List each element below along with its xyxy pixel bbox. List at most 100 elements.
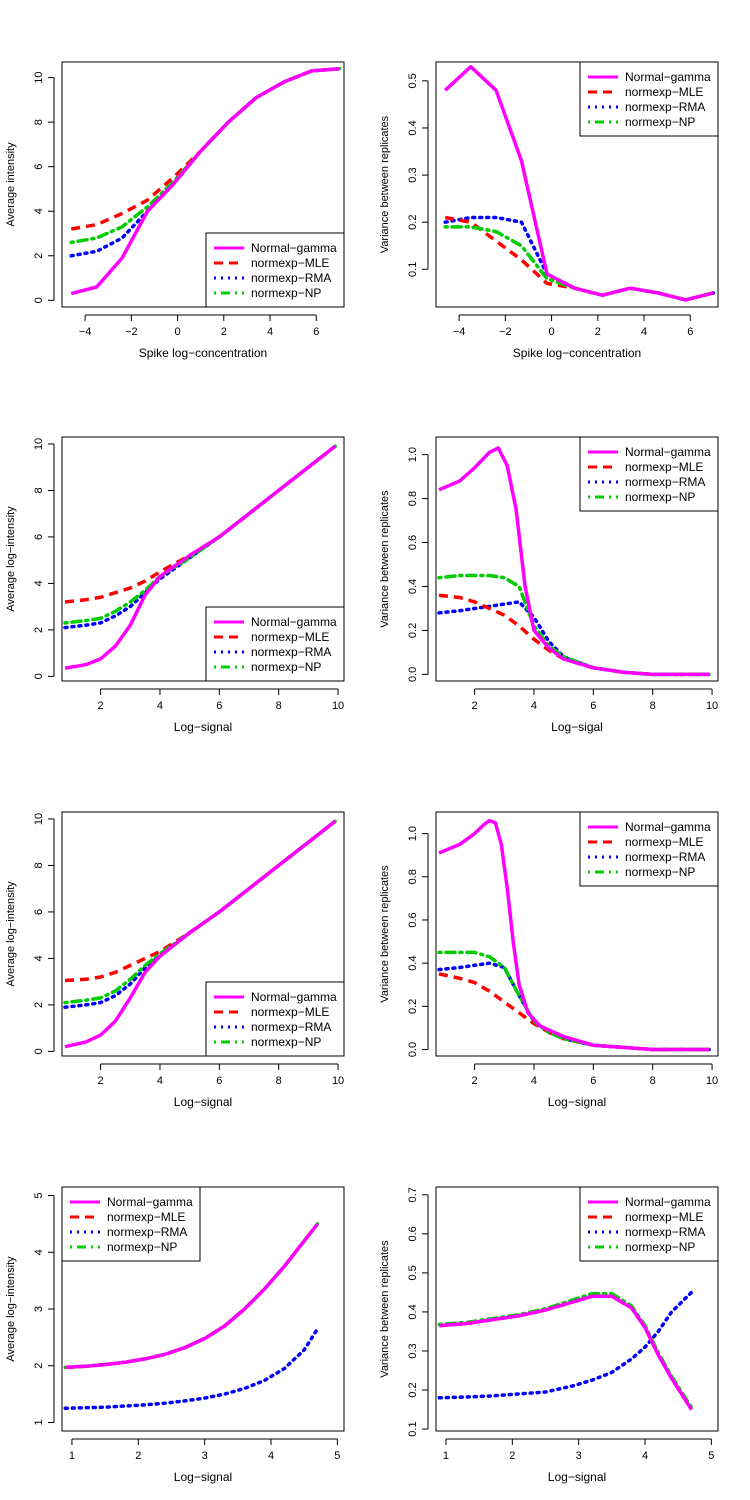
series-line-solid xyxy=(64,444,337,670)
legend: Normal−gammanormexp−MLEnormexp−RMAnormex… xyxy=(579,436,719,512)
legend: Normal−gammanormexp−MLEnormexp−RMAnormex… xyxy=(61,1186,201,1262)
x-tick-label: 6 xyxy=(313,326,319,338)
series-group xyxy=(69,66,342,296)
y-tick-label: 0.4 xyxy=(407,1304,419,1319)
legend-label: Normal−gamma xyxy=(625,445,711,459)
y-axis-title: Average log−intensity xyxy=(5,506,17,612)
y-tick-label: 6 xyxy=(33,534,45,540)
legend-label: normexp−RMA xyxy=(251,271,331,285)
legend-label: normexp−MLE xyxy=(251,256,329,270)
x-tick-label: 4 xyxy=(267,326,273,338)
x-tick-label: 5 xyxy=(708,1450,714,1462)
legend-label: normexp−NP xyxy=(251,1035,321,1049)
panel-5: 2 4 6 8 10 0 2 4 6 8 10 Log−signal Average log−inten… xyxy=(5,811,345,1109)
x-tick-label: 2 xyxy=(221,326,227,338)
y-axis: 0 2 4 6 8 10 xyxy=(33,71,55,303)
panel-1: −4 −2 0 2 4 6 0 2 4 6 8 10 Spike log−concentration Av… xyxy=(5,61,345,360)
legend-box xyxy=(579,811,719,887)
y-axis-title: Variance between replicates xyxy=(379,865,391,1003)
y-axis-title: Average log−intensity xyxy=(5,881,17,987)
y-axis-title: Variance between replicates xyxy=(379,1240,391,1378)
x-tick-label: 6 xyxy=(590,700,596,712)
series-line-dotted xyxy=(437,1290,694,1400)
legend-label: normexp−RMA xyxy=(625,475,705,489)
series-line-solid xyxy=(65,1222,319,1370)
legend-box xyxy=(205,981,345,1057)
y-tick-label: 0.4 xyxy=(407,579,419,594)
x-tick-label: 6 xyxy=(216,1075,222,1087)
legend-label: normexp−MLE xyxy=(251,1005,329,1019)
y-tick-label: 2 xyxy=(33,1363,45,1369)
x-tick-label: 2 xyxy=(135,1450,141,1462)
x-axis-title: Log−sigal xyxy=(551,720,603,734)
legend-label: normexp−NP xyxy=(625,490,695,504)
panel-2: −4 −2 0 2 4 6 0.1 0.2 0.3 0.4 0.5 Spike log−concent… xyxy=(379,61,719,360)
series-line-solid xyxy=(438,446,710,677)
panel-4: 2 4 6 8 10 0.0 0.2 0.4 0.6 0.8 1.0 Log−sigal Varianc… xyxy=(379,436,719,734)
legend: Normal−gammanormexp−MLEnormexp−RMAnormex… xyxy=(205,606,345,682)
series-line-dotdash xyxy=(63,444,337,625)
x-axis-title: Log−signal xyxy=(174,1470,232,1484)
series-group xyxy=(437,446,711,677)
plot-frame xyxy=(61,436,345,682)
y-tick-label: 8 xyxy=(33,487,45,493)
x-tick-label: −4 xyxy=(79,326,92,338)
series-line-dotdash xyxy=(63,819,337,1005)
legend-label: normexp−NP xyxy=(107,1240,177,1254)
plot-frame xyxy=(61,61,345,308)
legend-label: Normal−gamma xyxy=(251,241,337,255)
series-line-dashed xyxy=(439,1294,693,1411)
y-tick-label: 0 xyxy=(33,1048,45,1054)
x-tick-label: 4 xyxy=(642,1450,648,1462)
x-tick-label: 4 xyxy=(157,700,163,712)
y-tick-label: 1 xyxy=(33,1419,45,1425)
y-tick-label: 0.0 xyxy=(407,667,419,682)
series-line-solid xyxy=(439,1294,693,1411)
x-axis-title: Spike log−concentration xyxy=(139,346,267,360)
y-tick-label: 2 xyxy=(33,1002,45,1008)
series-line-dashed xyxy=(64,444,337,604)
legend-label: normexp−NP xyxy=(251,660,321,674)
y-tick-label: 8 xyxy=(33,862,45,868)
x-tick-label: 1 xyxy=(69,1450,75,1462)
x-tick-label: −4 xyxy=(453,326,466,338)
x-tick-label: 2 xyxy=(98,1075,104,1087)
y-axis-title: Average log−intensity xyxy=(5,1256,17,1362)
legend-label: normexp−NP xyxy=(625,865,695,879)
x-axis-title: Spike log−concentration xyxy=(513,346,641,360)
x-tick-label: 3 xyxy=(576,1450,582,1462)
x-tick-label: 4 xyxy=(531,1075,537,1087)
series-group xyxy=(437,818,711,1052)
y-axis-title: Variance between replicates xyxy=(379,115,391,253)
legend-label: normexp−MLE xyxy=(107,1210,185,1224)
series-line-dashed xyxy=(64,819,337,983)
panel-3: 2 4 6 8 10 0 2 4 6 8 10 Log−signal Average log−inten… xyxy=(5,436,345,734)
y-tick-label: 4 xyxy=(33,208,45,214)
series-line-solid xyxy=(64,819,337,1049)
x-tick-label: 10 xyxy=(706,1075,718,1087)
y-tick-label: 0.6 xyxy=(407,912,419,927)
legend-box xyxy=(579,436,719,512)
legend-label: Normal−gamma xyxy=(251,615,337,629)
x-tick-label: 2 xyxy=(595,326,601,338)
legend: Normal−gammanormexp−MLEnormexp−RMAnormex… xyxy=(205,232,345,308)
x-axis: 1 2 3 4 5 xyxy=(443,1438,714,1462)
legend: Normal−gammanormexp−MLEnormexp−RMAnormex… xyxy=(579,1186,719,1262)
legend-label: normexp−RMA xyxy=(625,850,705,864)
legend: Normal−gammanormexp−MLEnormexp−RMAnormex… xyxy=(205,981,345,1057)
x-tick-label: 2 xyxy=(472,700,478,712)
legend-label: normexp−MLE xyxy=(625,460,703,474)
y-tick-label: 8 xyxy=(33,119,45,125)
series-line-dotdash xyxy=(437,950,711,1052)
y-tick-label: 0.6 xyxy=(407,1226,419,1241)
x-tick-label: 4 xyxy=(157,1075,163,1087)
x-axis-title: Log−signal xyxy=(174,720,232,734)
y-axis: 0 2 4 6 8 10 xyxy=(33,813,55,1054)
series-line-solid xyxy=(444,64,714,302)
x-tick-label: 8 xyxy=(276,700,282,712)
y-tick-label: 0 xyxy=(33,673,45,679)
y-tick-label: 0 xyxy=(33,297,45,303)
x-axis: 2 4 6 8 10 xyxy=(472,1063,718,1087)
series-line-dotdash xyxy=(69,66,342,245)
legend-label: normexp−RMA xyxy=(251,1020,331,1034)
